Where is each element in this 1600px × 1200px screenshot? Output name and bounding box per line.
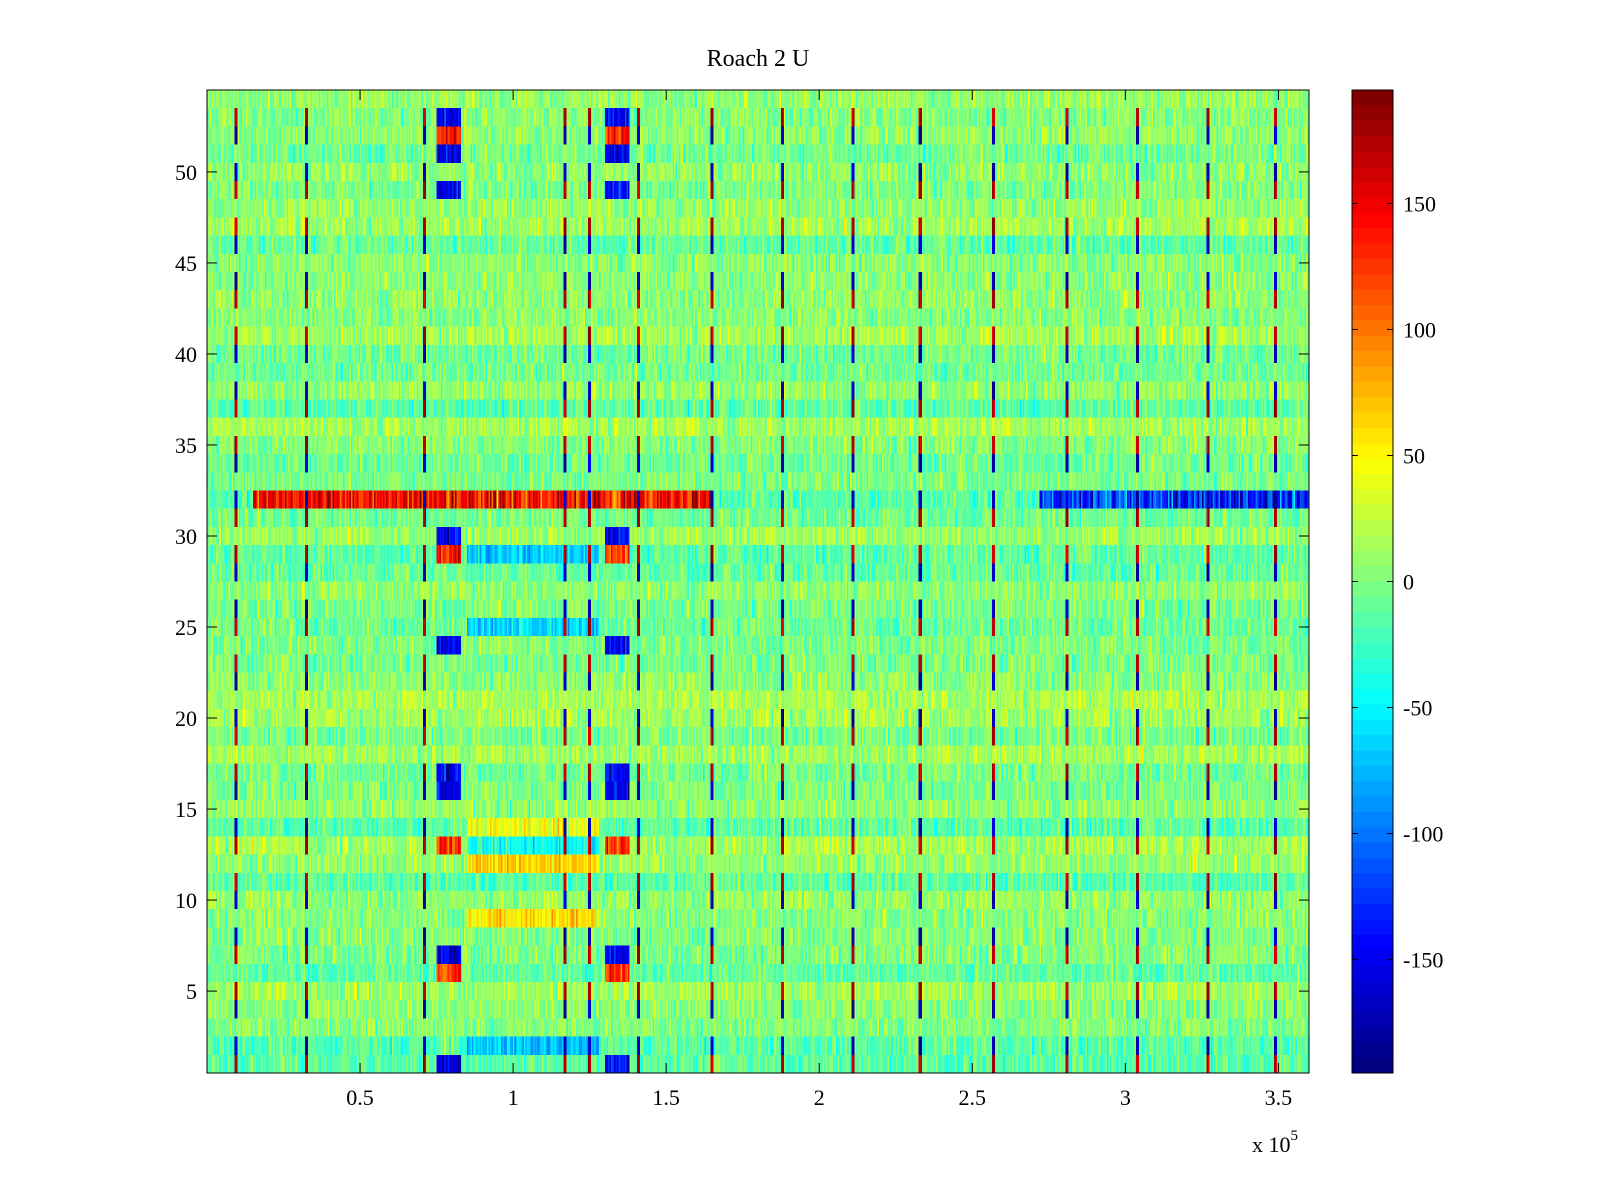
y-tick-label: 40 [175,342,197,367]
y-tick-label: 50 [175,160,197,185]
x-axis: 0.5 1 1.5 2 2.5 3 3.5 [346,90,1292,1110]
x-tick-label: 2 [814,1085,825,1110]
colorbar-frame [1351,89,1394,1074]
colorbar-tick-label: 100 [1403,317,1436,342]
colorbar-tick-label: 50 [1403,443,1425,468]
x-tick-label: 1.5 [652,1085,680,1110]
colorbar-tick-label: -100 [1403,822,1443,847]
x-tick-label: 3.5 [1265,1085,1293,1110]
y-tick-label: 30 [175,524,197,549]
colorbar-tick-label: 150 [1403,191,1436,216]
x-exponent-label: x 105 [1252,1128,1298,1157]
colorbar-tick-label: 0 [1403,570,1414,595]
y-tick-label: 35 [175,433,197,458]
plot-frame [206,89,1310,1074]
x-tick-label: 3 [1120,1085,1131,1110]
y-tick-label: 15 [175,797,197,822]
y-tick-label: 20 [175,706,197,731]
x-tick-label: 0.5 [346,1085,374,1110]
x-tick-label: 1 [508,1085,519,1110]
colorbar-image [1352,90,1393,1073]
chart-title: Roach 2 U [707,46,810,72]
y-tick-label: 45 [175,251,197,276]
colorbar-axis: 150 100 50 0 -50 -100 -150 [1352,191,1443,973]
y-axis: 5 10 15 20 25 30 35 40 45 50 [175,160,1309,1004]
x-tick-label: 2.5 [959,1085,987,1110]
y-tick-label: 10 [175,888,197,913]
y-tick-label: 25 [175,615,197,640]
colorbar-tick-label: -50 [1403,696,1432,721]
colorbar-tick-label: -150 [1403,948,1443,973]
heatmap-image [207,90,1309,1073]
y-tick-label: 5 [186,979,197,1004]
